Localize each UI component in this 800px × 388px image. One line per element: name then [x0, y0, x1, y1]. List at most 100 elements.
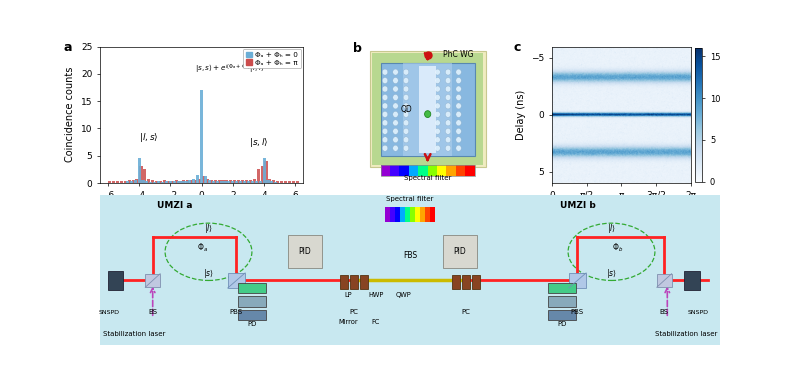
Bar: [153, 182, 156, 183]
Text: Spectral filter: Spectral filter: [404, 175, 451, 180]
Bar: [206, 178, 209, 183]
Bar: [128, 180, 130, 183]
Text: QWP: QWP: [396, 292, 412, 298]
Bar: [410, 206, 415, 222]
Bar: [280, 181, 283, 183]
Bar: [134, 180, 137, 183]
FancyBboxPatch shape: [350, 275, 358, 289]
Circle shape: [446, 145, 450, 151]
Bar: [288, 181, 291, 183]
Bar: [390, 165, 399, 175]
Text: c: c: [514, 41, 521, 54]
Text: FBS: FBS: [403, 251, 417, 260]
Bar: [178, 181, 182, 183]
Bar: [151, 180, 154, 183]
Circle shape: [382, 128, 388, 134]
Bar: [163, 180, 166, 183]
Text: PBS: PBS: [230, 308, 243, 315]
Bar: [177, 181, 180, 183]
Bar: [419, 66, 436, 153]
Bar: [202, 177, 205, 183]
Bar: [186, 180, 190, 183]
Text: PID: PID: [298, 247, 311, 256]
Circle shape: [393, 78, 398, 83]
Bar: [166, 181, 170, 183]
Circle shape: [403, 69, 409, 75]
Bar: [420, 206, 425, 222]
Bar: [276, 181, 279, 183]
Circle shape: [382, 145, 388, 151]
Bar: [135, 178, 138, 183]
Bar: [381, 63, 474, 156]
Bar: [139, 166, 142, 183]
Bar: [405, 206, 410, 222]
Bar: [146, 181, 149, 183]
Circle shape: [403, 78, 409, 83]
Bar: [210, 180, 213, 183]
Circle shape: [446, 78, 450, 83]
Bar: [262, 158, 266, 183]
Circle shape: [435, 111, 440, 118]
Bar: [292, 181, 295, 183]
FancyBboxPatch shape: [548, 310, 576, 320]
FancyBboxPatch shape: [228, 273, 245, 288]
Text: PC: PC: [462, 308, 470, 315]
FancyBboxPatch shape: [238, 310, 266, 320]
Bar: [237, 180, 240, 183]
Bar: [409, 165, 418, 175]
Bar: [112, 181, 115, 183]
FancyBboxPatch shape: [548, 296, 576, 307]
Bar: [446, 165, 456, 175]
Bar: [403, 63, 453, 156]
X-axis label: Phase Φₕ: Phase Φₕ: [599, 205, 643, 215]
Bar: [251, 181, 254, 183]
Circle shape: [456, 137, 462, 143]
FancyBboxPatch shape: [569, 273, 586, 288]
Bar: [208, 180, 211, 183]
Text: Mirror: Mirror: [338, 319, 358, 325]
Bar: [169, 181, 172, 183]
Circle shape: [403, 111, 409, 118]
Bar: [219, 181, 222, 183]
Circle shape: [425, 111, 430, 118]
Bar: [165, 181, 168, 183]
Circle shape: [403, 145, 409, 151]
Circle shape: [446, 120, 450, 126]
Text: BS: BS: [660, 308, 669, 315]
FancyBboxPatch shape: [238, 296, 266, 307]
Text: UMZI b: UMZI b: [559, 201, 595, 210]
Circle shape: [403, 103, 409, 109]
Bar: [222, 180, 225, 183]
Y-axis label: Coincidence counts: Coincidence counts: [66, 67, 75, 163]
Circle shape: [403, 128, 409, 134]
Circle shape: [446, 128, 450, 134]
Text: $|s, l\rangle$: $|s, l\rangle$: [249, 136, 269, 149]
Circle shape: [435, 128, 440, 134]
Text: FC: FC: [372, 319, 380, 325]
Bar: [241, 180, 244, 183]
Circle shape: [435, 103, 440, 109]
Bar: [254, 181, 258, 183]
Bar: [181, 181, 184, 183]
Circle shape: [393, 120, 398, 126]
FancyBboxPatch shape: [287, 235, 322, 268]
FancyBboxPatch shape: [684, 272, 700, 289]
Bar: [270, 181, 274, 183]
Bar: [126, 181, 129, 183]
Bar: [425, 206, 430, 222]
Bar: [200, 90, 203, 183]
Circle shape: [382, 103, 388, 109]
Text: $|l\rangle$: $|l\rangle$: [607, 222, 616, 235]
Bar: [381, 165, 390, 175]
Text: $\Phi_b$: $\Phi_b$: [612, 241, 623, 254]
Bar: [130, 181, 133, 183]
Bar: [143, 170, 146, 183]
Y-axis label: Delay (ns): Delay (ns): [516, 90, 526, 140]
Circle shape: [435, 120, 440, 126]
Text: $|s, s\rangle + e^{i(\Phi_a + \Phi_b)}|l,l\rangle$: $|s, s\rangle + e^{i(\Phi_a + \Phi_b)}|l…: [195, 62, 264, 76]
Bar: [296, 181, 298, 183]
Text: PID: PID: [454, 247, 466, 256]
Bar: [415, 206, 420, 222]
Bar: [381, 165, 474, 175]
Circle shape: [446, 137, 450, 143]
